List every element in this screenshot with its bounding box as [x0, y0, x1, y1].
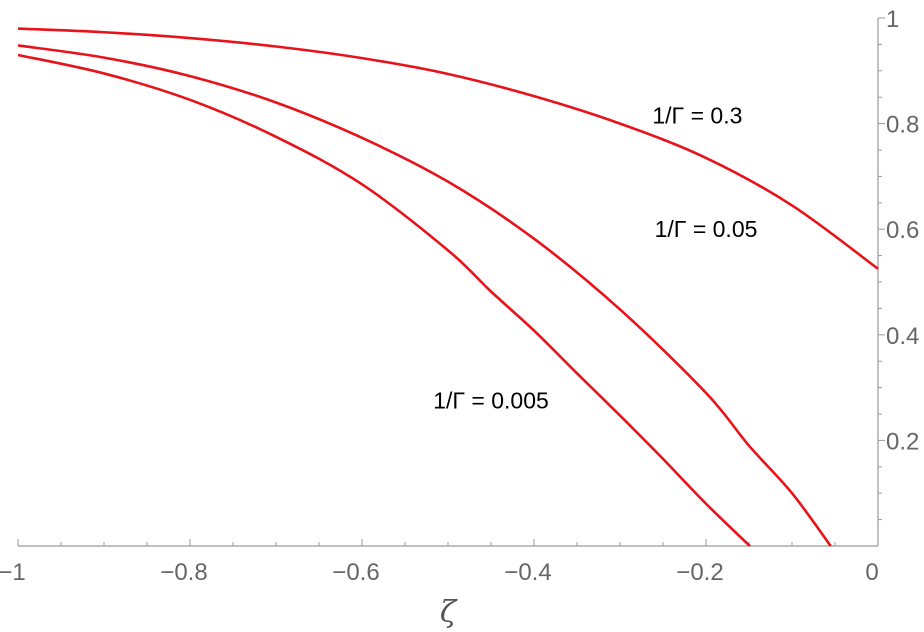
x-tick-label: −0.6 [332, 559, 379, 586]
x-tick-label: −1 [0, 559, 26, 586]
labels-layer: 1/Γ = 0.3 1/Γ = 0.05 1/Γ = 0.005 [433, 103, 757, 414]
x-tick-label: −0.8 [160, 559, 207, 586]
series-line-0 [17, 27, 879, 270]
x-tick-label: 0 [865, 559, 878, 586]
y-tick-label: 0.6 [886, 217, 919, 244]
series-line-1 [17, 44, 832, 547]
curve-label: 1/Γ = 0.3 [652, 103, 742, 129]
axes: −1 −0.8 −0.6 −0.4 −0.2 0 0.2 0.4 0.6 0.8 1 ζ [0, 6, 919, 630]
y-tick-label: 0.2 [886, 428, 919, 455]
curve-label: 1/Γ = 0.005 [433, 388, 549, 414]
x-tick-label: −0.2 [676, 559, 723, 586]
series-line-2 [17, 53, 751, 547]
y-tick-label: 0.8 [886, 112, 919, 139]
series-layer [17, 27, 879, 547]
y-tick-label: 0.4 [886, 323, 919, 350]
curve-label: 1/Γ = 0.05 [655, 216, 758, 242]
x-axis-title: ζ [440, 595, 458, 630]
y-tick-label: 1 [886, 6, 899, 33]
x-tick-label: −0.4 [504, 559, 551, 586]
